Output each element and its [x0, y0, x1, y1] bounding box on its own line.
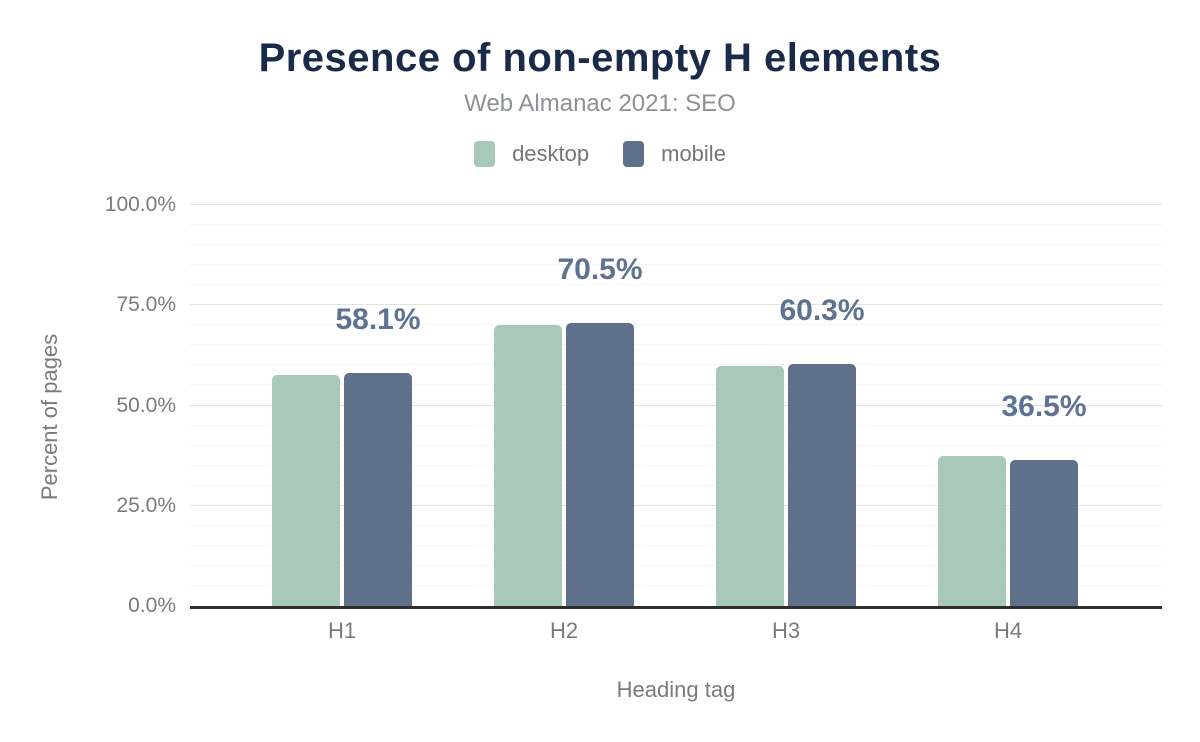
x-tick-label-h1: H1	[327, 618, 357, 643]
gridline-major	[190, 304, 1162, 306]
value-label-h3: 60.3%	[779, 294, 865, 328]
bar-mobile-h1[interactable]	[344, 373, 412, 606]
legend-swatch-mobile	[623, 141, 645, 167]
gridline-major	[190, 404, 1162, 406]
legend: desktop mobile	[0, 141, 1200, 167]
gridline-minor	[190, 524, 1162, 526]
y-axis-ticks: 0.0% 25.0% 50.0% 75.0% 100.0%	[0, 193, 176, 617]
x-axis-line	[190, 606, 1162, 609]
x-tick-label-h3: H3	[771, 618, 801, 643]
chart-title: Presence of non-empty H elements	[258, 36, 942, 80]
gridline-minor	[190, 364, 1162, 366]
y-tick-label-50: 50.0%	[116, 393, 176, 417]
bar-mobile-h3[interactable]	[788, 364, 856, 606]
gridline-minor	[190, 444, 1162, 446]
x-tick-label-h2: H2	[549, 618, 579, 643]
gridline-minor	[190, 284, 1162, 286]
bar-mobile-h4[interactable]	[1010, 459, 1078, 606]
y-tick-label-75: 75.0%	[116, 293, 176, 317]
gridline-minor	[190, 564, 1162, 566]
legend-item-desktop: desktop	[474, 141, 589, 167]
gridline-minor	[190, 244, 1162, 246]
x-tick-label-h4: H4	[993, 618, 1023, 643]
gridline-minor	[190, 264, 1162, 266]
y-tick-label-25: 25.0%	[116, 493, 176, 517]
y-tick-label-100: 100.0%	[104, 193, 176, 216]
gridline-minor	[190, 324, 1162, 326]
gridline-minor	[190, 584, 1162, 586]
legend-item-mobile: mobile	[623, 141, 726, 167]
bar-desktop-h1[interactable]	[272, 375, 340, 606]
y-tick-label-0: 0.0%	[128, 594, 176, 617]
bar-desktop-h2[interactable]	[494, 324, 562, 606]
bar-desktop-h4[interactable]	[938, 456, 1006, 606]
gridline-minor	[190, 224, 1162, 226]
value-label-h1: 58.1%	[335, 303, 421, 337]
gridline-major	[190, 504, 1162, 506]
x-axis-title: Heading tag	[616, 677, 736, 702]
plot-area: 58.1% H1 70.5% H2 60.3% H3 36.5% H4	[190, 204, 1162, 643]
gridline-major	[190, 204, 1162, 205]
value-label-h4: 36.5%	[1001, 389, 1087, 423]
legend-label-mobile: mobile	[661, 141, 726, 166]
gridline-minor	[190, 384, 1162, 386]
value-label-h2: 70.5%	[557, 253, 643, 287]
gridline-minor	[190, 344, 1162, 346]
chart-subtitle: Web Almanac 2021: SEO	[464, 90, 736, 117]
gridline-minor	[190, 484, 1162, 486]
legend-label-desktop: desktop	[512, 141, 590, 166]
gridline-minor	[190, 464, 1162, 466]
gridline-minor	[190, 424, 1162, 426]
bar-desktop-h3[interactable]	[716, 365, 784, 606]
legend-swatch-desktop	[474, 141, 496, 167]
y-axis-title: Percent of pages	[37, 333, 62, 501]
bar-mobile-h2[interactable]	[566, 323, 634, 606]
gridline-minor	[190, 544, 1162, 546]
